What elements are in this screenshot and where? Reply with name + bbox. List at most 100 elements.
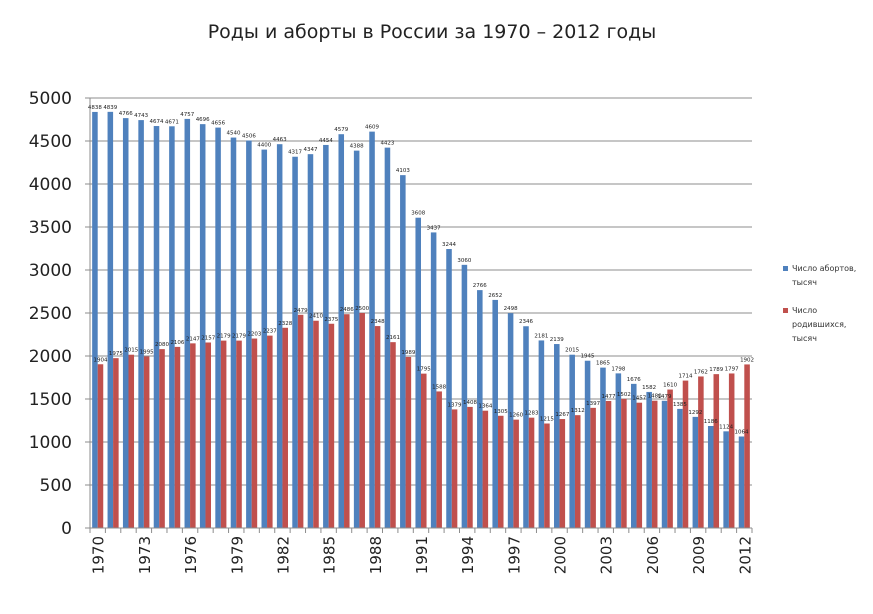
births-data-label: 1904 [93, 357, 107, 363]
births-bar [143, 356, 150, 528]
y-tick-label: 3000 [29, 261, 72, 281]
births-data-label: 1480 [648, 394, 662, 400]
abortions-data-label: 2346 [519, 319, 533, 325]
births-data-label: 1379 [448, 402, 462, 408]
births-data-label: 1797 [725, 366, 739, 372]
y-tick-label: 0 [61, 519, 72, 539]
abortions-data-label: 4839 [103, 105, 117, 111]
legend-label-births: тысяч [792, 334, 817, 343]
births-bar [559, 419, 566, 528]
abortions-bar [184, 118, 191, 528]
abortions-bar [307, 154, 314, 528]
births-bar [436, 391, 442, 528]
abortions-bar [738, 436, 745, 528]
abortions-data-label: 4579 [334, 127, 348, 133]
births-bar [528, 417, 535, 528]
births-data-label: 1408 [463, 400, 477, 406]
births-data-label: 2147 [186, 336, 200, 342]
abortions-data-label: 4540 [226, 131, 240, 137]
x-tick-label: 2012 [736, 536, 754, 574]
births-data-label: 2015 [124, 348, 138, 354]
births-data-label: 2479 [294, 308, 308, 314]
abortions-bar [477, 290, 483, 528]
abortions-data-label: 2652 [488, 293, 502, 299]
births-bar [621, 398, 627, 528]
births-data-label: 1397 [586, 401, 600, 407]
abortions-data-label: 1124 [719, 424, 733, 430]
abortions-data-label: 3060 [457, 258, 471, 264]
abortions-data-label: 4671 [165, 119, 179, 125]
births-bar [267, 335, 273, 528]
x-tick-label: 1994 [459, 536, 477, 574]
abortions-bar [584, 360, 591, 528]
births-bar [728, 373, 735, 528]
births-data-label: 1312 [571, 408, 585, 414]
births-bar [467, 406, 473, 528]
legend-swatch-abortions [783, 266, 788, 271]
births-bar [113, 358, 119, 528]
abortions-bar [523, 326, 529, 528]
births-data-label: 1477 [602, 394, 616, 400]
births-bar [313, 320, 319, 528]
births-bar [698, 376, 704, 528]
births-data-label: 1215 [540, 417, 554, 423]
births-bar [97, 364, 104, 528]
abortions-data-label: 4609 [365, 125, 379, 131]
y-tick-label: 5000 [29, 89, 72, 109]
y-tick-label: 4000 [29, 175, 72, 195]
births-bar [574, 415, 581, 528]
abortions-data-label: 4347 [303, 147, 317, 153]
births-data-label: 2486 [340, 307, 354, 313]
abortions-data-label: 3608 [411, 211, 425, 217]
births-bar [744, 364, 750, 528]
births-data-label: 1762 [694, 369, 708, 375]
births-data-label: 2203 [247, 332, 261, 338]
abortions-data-label: 1676 [627, 377, 641, 383]
abortions-data-label: 4696 [196, 117, 210, 123]
abortions-data-label: 1292 [688, 410, 702, 416]
births-data-label: 1795 [417, 367, 431, 373]
x-tick-label: 1982 [274, 536, 292, 574]
x-tick-label: 1970 [90, 536, 108, 574]
abortions-bar [199, 124, 206, 529]
births-data-label: 1610 [663, 383, 677, 389]
births-bar [297, 314, 304, 528]
x-tick-label: 1973 [136, 536, 154, 574]
abortions-bar [169, 126, 175, 528]
abortions-bar [630, 383, 637, 528]
births-bar [482, 410, 489, 528]
abortions-data-label: 1064 [735, 429, 749, 435]
abortions-bar [246, 140, 252, 528]
abortions-bar [646, 391, 652, 528]
births-bar [128, 354, 135, 528]
births-data-label: 1267 [555, 412, 569, 418]
abortions-data-label: 1479 [658, 394, 672, 400]
abortions-data-label: 1186 [704, 419, 718, 425]
births-bar [359, 313, 365, 528]
births-data-label: 1305 [494, 409, 508, 415]
births-bar [374, 326, 381, 528]
x-tick-label: 1985 [321, 536, 339, 574]
y-tick-label: 3500 [29, 218, 72, 238]
abortions-bar [692, 416, 699, 528]
abortions-bar [661, 400, 668, 528]
births-data-label: 1902 [740, 357, 754, 363]
births-data-label: 1457 [632, 396, 646, 402]
abortions-data-label: 4656 [211, 121, 225, 127]
abortions-bar [400, 175, 406, 528]
data-labels: 4838 1904 4839 1975 4766 2015 4743 1995 4674 2080… [88, 105, 754, 436]
births-data-label: 1502 [617, 392, 631, 398]
births-data-label: 2348 [371, 319, 385, 325]
y-tick-label: 2500 [29, 304, 72, 324]
abortions-bar [138, 120, 144, 529]
births-bar [205, 342, 212, 528]
births-bar [220, 340, 227, 528]
births-bar [190, 343, 196, 528]
abortions-data-label: 4454 [319, 138, 333, 144]
abortions-bar [430, 232, 437, 528]
abortions-bar [215, 127, 221, 529]
abortions-data-label: 1798 [611, 366, 625, 372]
abortions-bar [384, 147, 391, 528]
abortions-data-label: 3244 [442, 242, 456, 248]
abortions-data-label: 2181 [534, 333, 548, 339]
